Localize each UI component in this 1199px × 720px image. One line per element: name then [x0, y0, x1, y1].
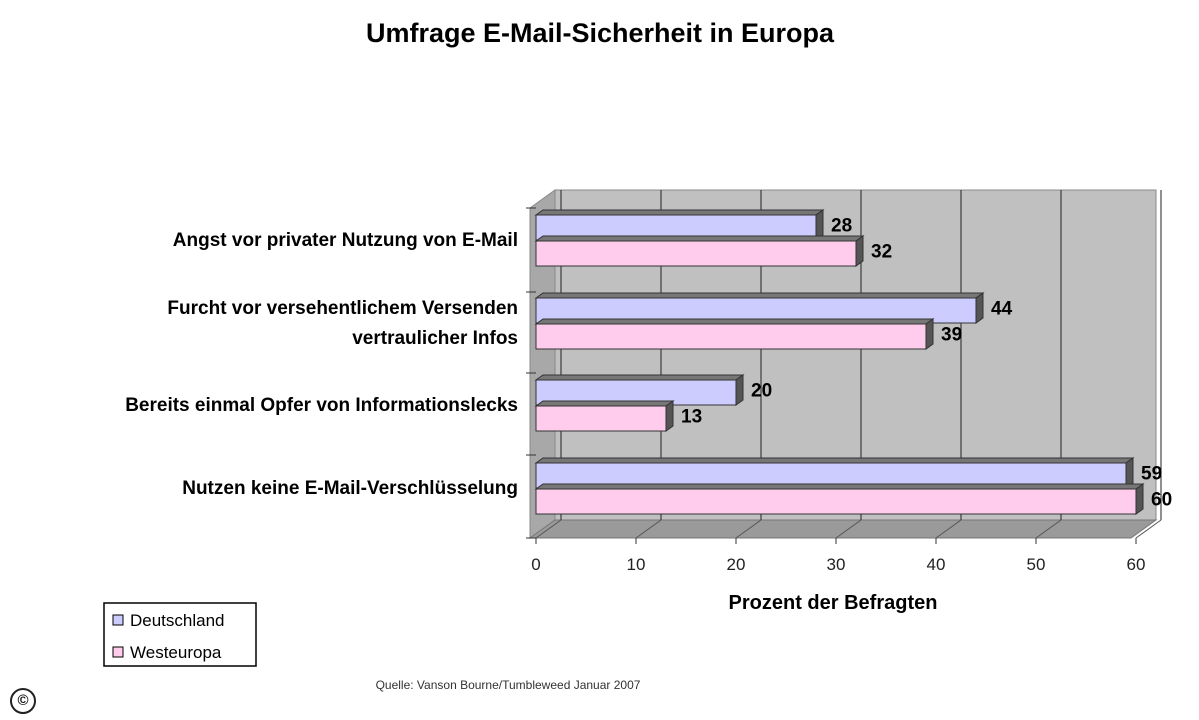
legend-label-deutschland: Deutschland: [130, 611, 225, 630]
data-label: 39: [941, 325, 962, 346]
category-labels: Angst vor privater Nutzung von E-Mail Fur…: [125, 230, 518, 499]
data-label: 32: [871, 242, 892, 263]
source-note: Quelle: Vanson Bourne/Tumbleweed Januar …: [376, 678, 641, 692]
bar-top-face: [534, 400, 675, 407]
bars: 28 32 44 39 20 13 59 60: [534, 209, 1172, 515]
category-label: Furcht vor versehentlichem Versenden: [167, 298, 518, 319]
gridline-floor: [835, 519, 862, 539]
bar-top-face: [534, 318, 935, 325]
category-label: Bereits einmal Opfer von Informationslec…: [125, 395, 518, 416]
gridline-floor: [735, 519, 762, 539]
category-label: Nutzen keine E-Mail-Verschlüsselung: [182, 478, 518, 499]
bar-side-face: [735, 374, 744, 406]
bar-top-face: [534, 235, 865, 242]
bar-top-face: [534, 483, 1145, 490]
gridline-floor: [1035, 519, 1062, 539]
gridline-floor: [635, 519, 662, 539]
copyright-icon: ©: [10, 688, 36, 714]
bar-top-face: [534, 374, 745, 381]
bar-side-face: [665, 400, 674, 432]
bar-westeuropa: [535, 240, 857, 267]
category-label: vertraulicher Infos: [352, 328, 518, 349]
legend: Deutschland Westeuropa: [103, 602, 257, 667]
data-label: 20: [751, 381, 772, 402]
chart-title: Umfrage E-Mail-Sicherheit in Europa: [366, 18, 835, 48]
data-label: 13: [681, 407, 702, 428]
bar-westeuropa: [535, 405, 667, 432]
legend-box: [103, 602, 257, 667]
data-label: 28: [831, 216, 852, 237]
bar-side-face: [855, 235, 864, 267]
bar-top-face: [534, 292, 985, 299]
gridline-floor: [935, 519, 962, 539]
data-label: 59: [1141, 464, 1162, 485]
category-label: Angst vor privater Nutzung von E-Mail: [173, 230, 518, 251]
x-tick-label: 60: [1127, 555, 1146, 574]
bar-side-face: [1125, 457, 1134, 489]
x-tick-label: 30: [827, 555, 846, 574]
plot-floor: [528, 519, 1158, 539]
gridline-floor: [1135, 519, 1162, 539]
bar-side-face: [975, 292, 984, 324]
x-tick-label: 50: [1027, 555, 1046, 574]
gridline-floor: [535, 519, 562, 539]
bar-top-face: [534, 209, 825, 216]
bar-side-face: [815, 209, 824, 241]
bar-side-face: [925, 318, 934, 350]
x-tick-label: 40: [927, 555, 946, 574]
x-tick-label: 20: [727, 555, 746, 574]
bar-top-face: [534, 457, 1135, 464]
legend-label-westeuropa: Westeuropa: [130, 643, 222, 662]
legend-swatch-deutschland: [112, 614, 124, 626]
bar-westeuropa: [535, 488, 1137, 515]
x-tick-label: 10: [627, 555, 646, 574]
legend-swatch-westeuropa: [112, 646, 124, 658]
x-axis-ticks: 0 10 20 30 40 50 60: [526, 207, 1146, 574]
x-tick-label: 0: [531, 555, 540, 574]
bar-westeuropa: [535, 323, 927, 350]
data-label: 60: [1151, 490, 1172, 511]
x-axis-title: Prozent der Befragten: [729, 592, 938, 614]
bar-side-face: [1135, 483, 1144, 515]
data-label: 44: [991, 299, 1013, 320]
